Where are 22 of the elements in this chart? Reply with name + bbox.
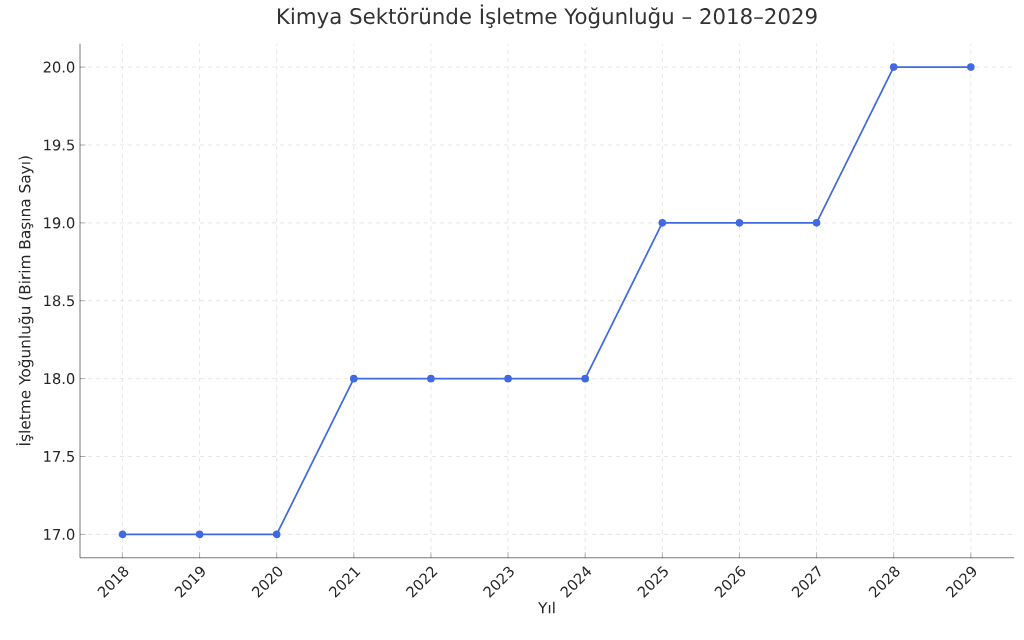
point	[118, 530, 127, 539]
y-tick-label: 18.5	[44, 295, 74, 307]
point	[889, 63, 898, 72]
point	[967, 63, 975, 72]
point	[504, 374, 512, 383]
point	[581, 374, 589, 383]
point	[350, 374, 358, 383]
y-tick-label: 18.0	[44, 373, 75, 385]
point	[735, 219, 744, 227]
y-tick-label: 17.5	[44, 451, 74, 463]
y-tick-label: 20.0	[43, 61, 75, 73]
y-axis-title: İşletme Yoğunluğu (Birim Başına Sayı)	[16, 156, 34, 446]
point	[272, 530, 281, 539]
y-tick-label: 17.0	[44, 528, 75, 541]
y-tick-label: 19.0	[44, 217, 75, 229]
point	[195, 530, 204, 539]
point	[812, 219, 821, 227]
point	[658, 219, 667, 227]
point	[427, 374, 435, 383]
chart-title: Kimya Sektöründe İşletme Yoğunluğu – 2018–2029	[277, 4, 817, 29]
y-tick-label: 19.5	[44, 139, 74, 151]
x-axis-title: Yıl	[538, 601, 555, 614]
